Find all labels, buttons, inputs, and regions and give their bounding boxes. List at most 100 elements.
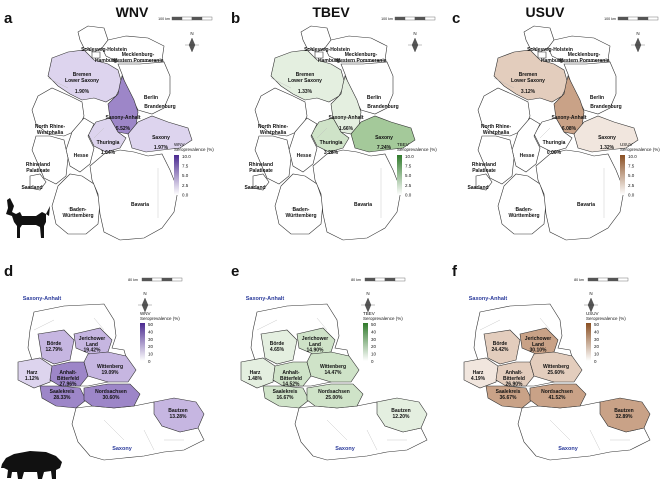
district-ns bbox=[306, 383, 364, 409]
district-lines bbox=[47, 77, 159, 218]
region-sl bbox=[29, 173, 47, 191]
region-mv bbox=[324, 35, 388, 63]
legend-title-virus: WNV bbox=[174, 142, 185, 147]
region-th bbox=[310, 117, 350, 153]
legend-title-virus: USUV bbox=[620, 142, 633, 147]
label-sl: Saarland bbox=[244, 185, 265, 191]
district-label-wb: Wittenberg 14.47% bbox=[320, 364, 346, 376]
legend-title: Seroprevalence (%) bbox=[397, 147, 437, 152]
label-st: Saxony-Anhalt bbox=[105, 115, 140, 121]
legend-tick: 7.5 bbox=[628, 164, 635, 169]
legend-tick: 10 bbox=[148, 352, 154, 357]
district-borde bbox=[483, 329, 521, 365]
north-label: N bbox=[636, 31, 639, 36]
germany-map-usuv: Schleswig-Holstein HamburgMecklenburg-Wes… bbox=[467, 16, 660, 241]
region-th bbox=[87, 117, 127, 153]
label-he: Hesse bbox=[297, 153, 312, 159]
north-label: N bbox=[190, 31, 193, 36]
label-st: Saxony-Anhalt bbox=[328, 115, 363, 121]
label-sn: Saxony bbox=[152, 135, 170, 141]
region-st bbox=[330, 75, 362, 135]
district-label-ab: Anhalt-Bitterfeld 14.52% bbox=[280, 370, 302, 388]
label-nw: North Rhine-Westphalia bbox=[481, 124, 512, 136]
state-label-saxony: Saxony bbox=[558, 446, 579, 452]
panel-letter-c: c bbox=[452, 10, 461, 27]
legend-tick: 7.5 bbox=[405, 164, 412, 169]
label-rp: Rhineland Palatinate bbox=[249, 162, 273, 174]
label-sl: Saarland bbox=[21, 185, 42, 191]
region-by bbox=[89, 149, 179, 241]
region-rp bbox=[31, 135, 69, 185]
region-st bbox=[107, 75, 139, 135]
legend-tick: 0 bbox=[371, 359, 374, 364]
district-bz bbox=[376, 397, 428, 433]
scale-bar: 100 km bbox=[381, 16, 436, 21]
state-label-saxony-anhalt: Saxony-Anhalt bbox=[469, 296, 508, 302]
legend-tick: 2.5 bbox=[628, 183, 635, 188]
district-label-ab: Anhalt-Bitterfeld 27.96% bbox=[57, 370, 79, 388]
label-by: Bavaria bbox=[131, 202, 149, 208]
label-mv: Mecklenburg-Western Pommerania bbox=[335, 52, 386, 64]
label-mv: Mecklenburg-Western Pommerania bbox=[112, 52, 163, 64]
value-st: 5.52% bbox=[116, 126, 131, 132]
label-nw: North Rhine-Westphalia bbox=[35, 124, 66, 136]
label-bb: Brandenburg bbox=[144, 104, 175, 110]
legend-colorbar bbox=[174, 155, 179, 195]
panel-letter-f: f bbox=[452, 263, 457, 280]
scale-bar: 80 km bbox=[351, 277, 406, 282]
label-hh: Hamburg bbox=[318, 58, 340, 64]
legend-tick: 40 bbox=[148, 329, 154, 334]
district-label-bz: Bautzen 12.20% bbox=[391, 408, 410, 420]
scale-bar: 80 km bbox=[574, 277, 629, 282]
label-bb: Brandenburg bbox=[367, 104, 398, 110]
scale-bar-label: 100 km bbox=[158, 17, 170, 21]
district-harz bbox=[463, 357, 499, 389]
value-st: 6.08% bbox=[562, 126, 577, 132]
district-lines bbox=[493, 77, 605, 218]
legend-tick: 20 bbox=[148, 344, 154, 349]
legend-title-virus: USUV bbox=[586, 311, 599, 316]
label-by: Bavaria bbox=[577, 202, 595, 208]
legend-colorbar bbox=[586, 323, 591, 361]
legend-tick: 20 bbox=[594, 344, 600, 349]
label-rp: Rhineland Palatinate bbox=[472, 162, 496, 174]
label-sh: Schleswig-Holstein bbox=[527, 47, 573, 53]
legend-tick: 0.0 bbox=[182, 192, 189, 197]
label-bw: Baden-Württemberg bbox=[285, 207, 316, 219]
north-arrow-icon: N bbox=[138, 291, 152, 313]
legend-colorbar bbox=[363, 323, 368, 361]
scale-bar-label: 80 km bbox=[574, 278, 584, 282]
scale-bar-label: 100 km bbox=[604, 17, 616, 21]
label-ni: Bremen Lower Saxony bbox=[288, 72, 322, 84]
label-be: Berlin bbox=[144, 95, 158, 101]
legend-tick: 10 bbox=[371, 352, 377, 357]
legend-tick: 5.0 bbox=[628, 173, 635, 178]
legend-tick: 10.0 bbox=[182, 154, 191, 159]
region-mv bbox=[547, 35, 611, 63]
district-label-jl: Jerichower Land 30.10% bbox=[525, 336, 551, 354]
district-sk bbox=[39, 385, 87, 409]
panel-letter-b: b bbox=[231, 10, 241, 27]
district-label-borde: Börde 4.65% bbox=[270, 341, 285, 353]
district-harz bbox=[240, 357, 276, 389]
value-sn: 7.24% bbox=[377, 145, 392, 151]
district-lines bbox=[270, 77, 382, 218]
scale-bar: 100 km bbox=[604, 16, 659, 21]
legend-tick: 0 bbox=[148, 359, 151, 364]
region-bw bbox=[51, 173, 101, 235]
title-wnv: WNV bbox=[115, 4, 149, 20]
north-label: N bbox=[589, 291, 592, 296]
district-label-ns: Nordsachsen 25.00% bbox=[318, 389, 350, 401]
saxony-map-wnv: Börde 12.79% Jerichower Land 19.42% Harz 1.12%… bbox=[17, 277, 205, 461]
legend-tick: 10.0 bbox=[405, 154, 414, 159]
scale-bar-label: 80 km bbox=[351, 278, 361, 282]
label-mv: Mecklenburg-Western Pommerania bbox=[558, 52, 609, 64]
legend-tick: 30 bbox=[371, 337, 377, 342]
scale-bar-label: 100 km bbox=[381, 17, 393, 21]
district-bz bbox=[599, 397, 651, 433]
north-arrow-icon: N bbox=[408, 31, 422, 53]
legend-tick: 50 bbox=[594, 322, 600, 327]
district-sk bbox=[262, 385, 310, 409]
legend-title: Seroprevalence (%) bbox=[586, 316, 626, 321]
